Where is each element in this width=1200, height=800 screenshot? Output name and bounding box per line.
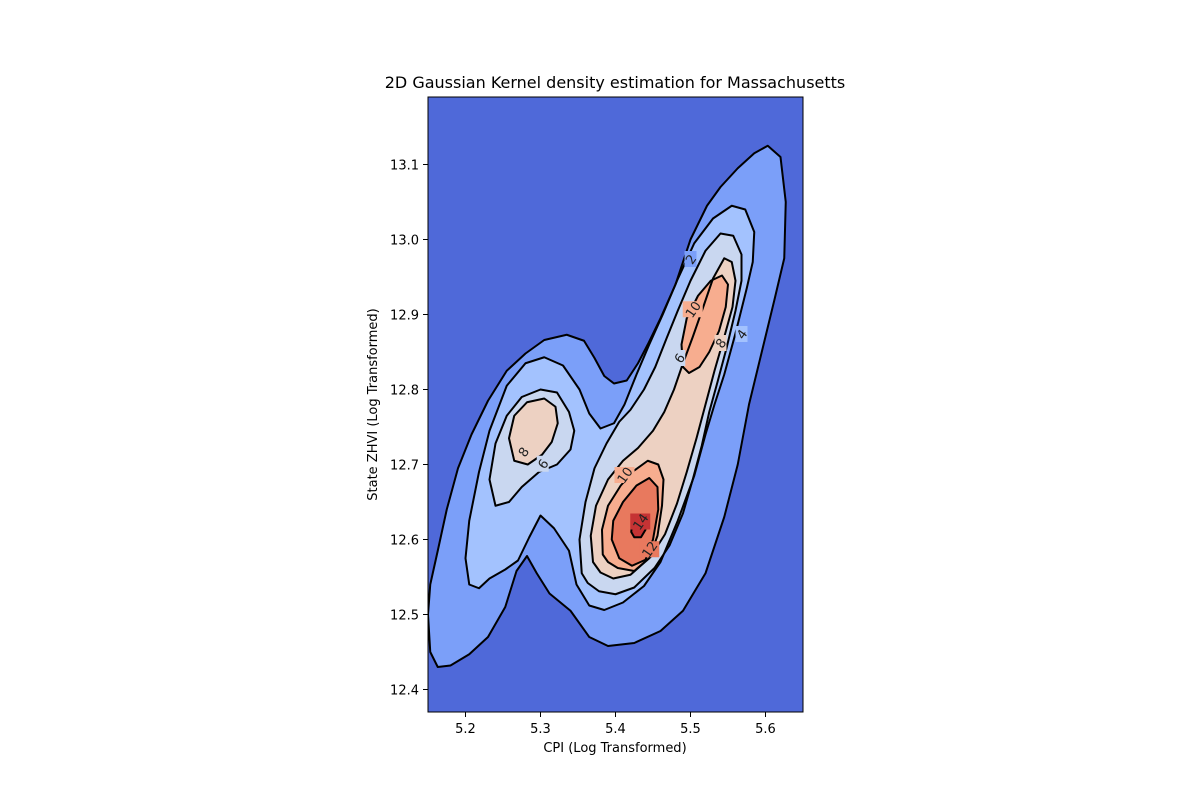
y-tick-label-6: 13.0 <box>390 234 419 249</box>
contour-label-bg-2 <box>673 350 686 366</box>
y-tick-label-1: 12.5 <box>390 609 419 624</box>
contour-label-bg-9 <box>630 513 651 530</box>
y-tick-label-0: 12.4 <box>390 684 419 699</box>
contour-label-bg-0 <box>684 251 697 267</box>
contour-fill-level-10-7 <box>681 275 728 373</box>
contour-label-bg-8 <box>639 541 660 558</box>
y-axis-label: State ZHVI (Log Transformed) <box>366 308 381 501</box>
x-tick-label-1: 5.3 <box>530 722 551 737</box>
contour-label-bg-1 <box>735 326 748 342</box>
contour-lines <box>428 144 787 668</box>
contour-line-level-4-1 <box>464 204 756 611</box>
contour-label-bg-3 <box>714 335 727 351</box>
y-tick-label-5: 12.9 <box>390 309 419 324</box>
x-axis: 5.2 5.3 5.4 5.5 5.6 <box>455 712 776 737</box>
x-tick-label-0: 5.2 <box>455 722 476 737</box>
contour-line-level-12-8 <box>610 477 660 567</box>
contour-line-level-2-0 <box>428 144 787 668</box>
contour-label-bg-6 <box>536 455 549 472</box>
y-tick-label-7: 13.1 <box>390 159 419 174</box>
x-tick-label-4: 5.6 <box>755 722 776 737</box>
x-axis-label: CPI (Log Transformed) <box>543 741 686 756</box>
contour-label-bg-4 <box>682 301 703 318</box>
chart-title: 2D Gaussian Kernel density estimation fo… <box>385 73 846 92</box>
x-tick-label-3: 5.5 <box>680 722 701 737</box>
contour-line-level-10-7 <box>680 274 729 374</box>
contour-line-level-6-3 <box>578 232 743 596</box>
y-axis: 12.4 12.5 12.6 12.7 12.8 12.9 13.0 13.1 <box>390 159 428 699</box>
y-tick-label-4: 12.8 <box>390 384 419 399</box>
contour-line-level-8-5 <box>589 257 737 580</box>
contour-line-level-6-2 <box>488 388 576 507</box>
y-tick-label-3: 12.7 <box>390 459 419 474</box>
contour-label-bg-7 <box>614 467 635 483</box>
contour-label-bg-5 <box>517 443 530 460</box>
x-tick-label-2: 5.4 <box>605 722 626 737</box>
contour-line-level-10-6 <box>601 459 665 572</box>
y-tick-label-2: 12.6 <box>390 534 419 549</box>
